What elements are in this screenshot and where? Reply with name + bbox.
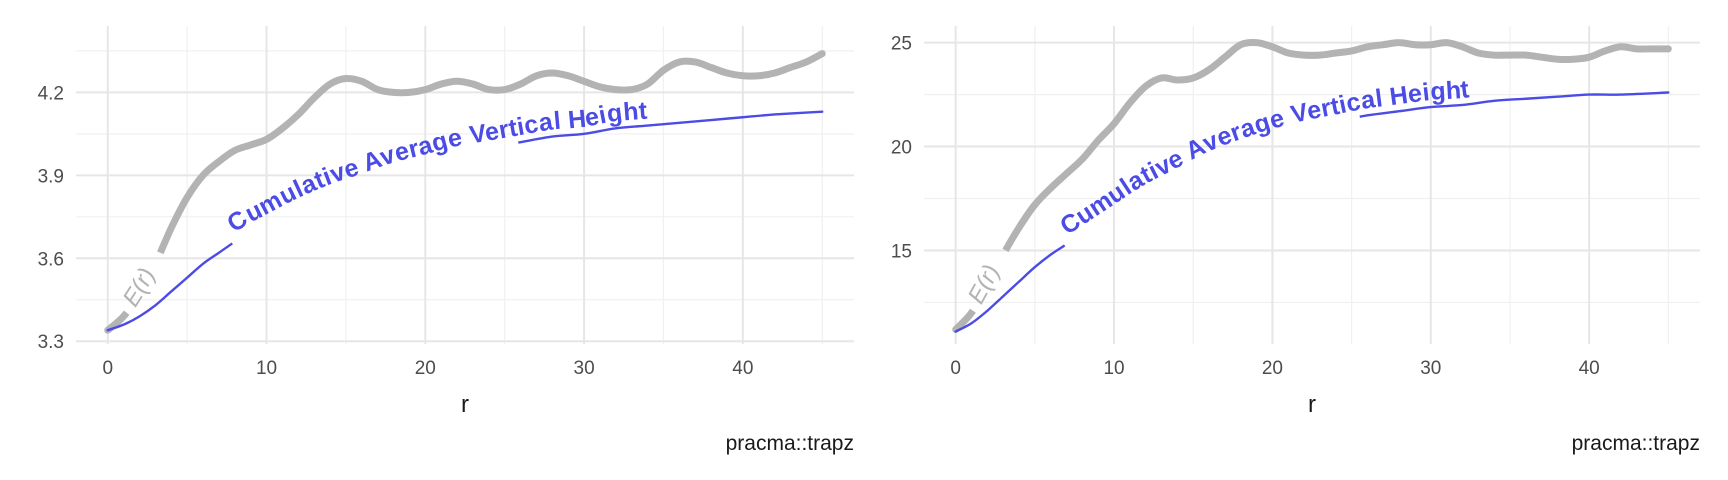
y-tick-label: 3.3 [38, 332, 64, 353]
x-tick-label: 40 [1579, 358, 1600, 379]
y-tick-label: 3.6 [38, 249, 64, 270]
x-tick-label: 20 [1262, 358, 1283, 379]
x-tick-label: 30 [574, 358, 595, 379]
y-tick-label: 25 [891, 34, 912, 55]
series-line-cumulative-average [954, 91, 1670, 333]
chart-panel-2: 0 10 20 30 40152025rpracma::trapzCumulative … [891, 26, 1700, 455]
chart-panel-1: 0 10 20 30 403.33.63.94.2rpracma::trapzCumul… [38, 26, 854, 455]
x-axis-title: r [461, 391, 469, 418]
y-tick-label: 4.2 [38, 83, 64, 104]
x-tick-label: 0 [950, 358, 961, 379]
series-line-E-r [952, 38, 1672, 333]
y-tick-label: 3.9 [38, 166, 64, 187]
x-tick-label: 40 [732, 358, 753, 379]
y-tick-label: 15 [891, 241, 912, 262]
x-tick-label: 0 [102, 358, 113, 379]
gridlines [76, 26, 854, 344]
x-tick-label: 10 [256, 358, 277, 379]
gridlines [924, 26, 1700, 344]
chart-caption: pracma::trapz [1572, 432, 1700, 455]
chart-caption: pracma::trapz [726, 432, 854, 455]
y-tick-label: 20 [891, 138, 912, 159]
series-label-cumulative-average: Cumulative Average Vertical Height [1055, 75, 1471, 240]
x-axis-title: r [1308, 391, 1316, 418]
x-tick-label: 30 [1420, 358, 1441, 379]
series-line-E-r [104, 50, 826, 334]
x-tick-label: 20 [415, 358, 436, 379]
series-line-cumulative-average [106, 110, 824, 332]
x-tick-label: 10 [1103, 358, 1124, 379]
